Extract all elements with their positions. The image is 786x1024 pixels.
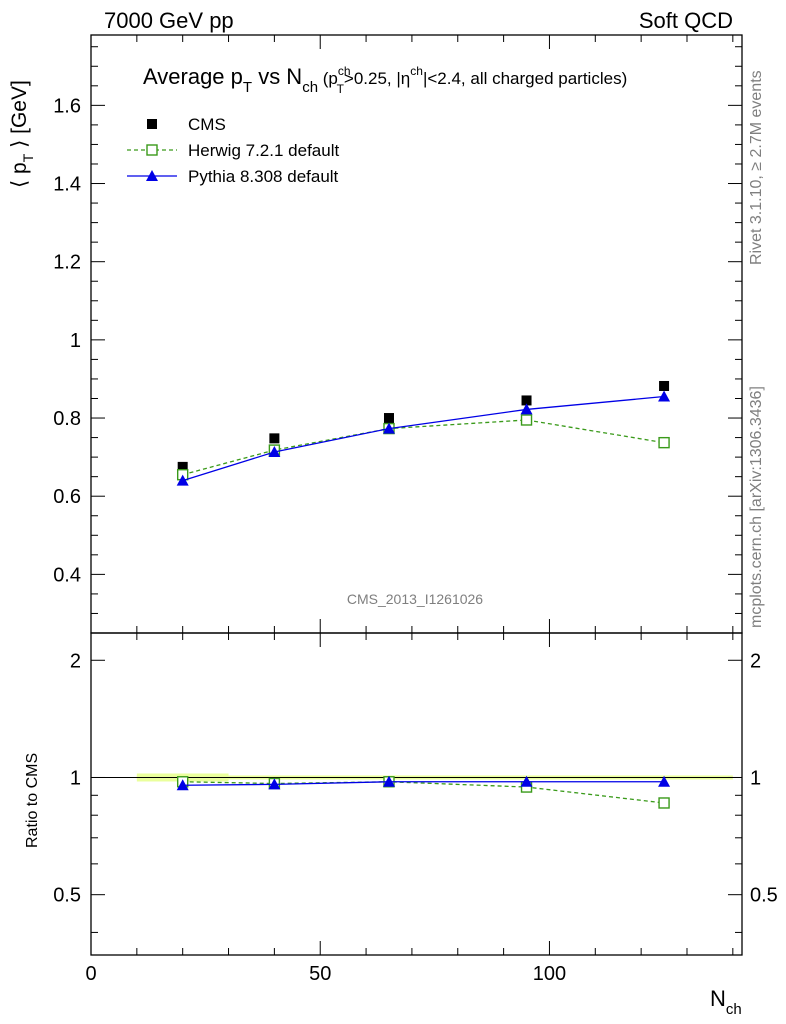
y-axis-label: ⟨ pT ⟩ [GeV] xyxy=(8,80,36,188)
legend: CMS Herwig 7.2.1 default Pythia 8.308 defa… xyxy=(127,115,339,186)
series-0-point xyxy=(383,413,394,424)
x-tick-label: 50 xyxy=(309,963,331,985)
x-tick-label: 0 xyxy=(85,963,96,985)
mcplots-label: mcplots.cern.ch [arXiv:1306.3436] xyxy=(748,386,765,628)
series-2-point xyxy=(520,403,533,415)
y-tick-label: 0.6 xyxy=(53,486,81,508)
ratio-tick-label: 2 xyxy=(70,650,81,672)
legend-label-1: Herwig 7.2.1 default xyxy=(188,141,339,160)
series-2-point xyxy=(382,422,395,434)
series-0-point xyxy=(659,380,670,391)
series-2-line xyxy=(182,395,665,482)
header-left: 7000 GeV pp xyxy=(104,8,234,33)
series-2-ratio-point xyxy=(520,775,533,787)
ratio-series-group xyxy=(176,775,671,809)
series-1-line xyxy=(182,419,665,476)
ratio-tick-label: 0.5 xyxy=(53,885,81,907)
ratio-tick-label-right: 0.5 xyxy=(750,885,778,907)
ratio-tick-label-right: 1 xyxy=(750,767,761,789)
ratio-y-axis-label: Ratio to CMS xyxy=(24,753,41,848)
x-axis-label: Nch xyxy=(710,986,742,1018)
legend-marker-2 xyxy=(146,170,158,181)
y-tick-label: 1.6 xyxy=(53,95,81,117)
series-0-point xyxy=(269,433,280,444)
chart-title: Average pT vs Nch (pch T>0.25, |ηch|<2.4,… xyxy=(143,64,627,96)
ratio-panel-frame xyxy=(90,632,743,956)
y-tick-label: 0.8 xyxy=(53,408,81,430)
axis-ticks xyxy=(90,35,742,955)
ratio-band-group xyxy=(91,773,742,782)
series-2-point xyxy=(176,474,189,486)
series-1-point xyxy=(520,414,533,426)
rivet-label: Rivet 3.1.10, ≥ 2.7M events xyxy=(748,70,765,265)
ratio-tick-label-right: 2 xyxy=(750,650,761,672)
series-1-ratio-point xyxy=(658,797,670,809)
series-2-ratio-point xyxy=(658,775,671,787)
series-2-ratio-point xyxy=(176,779,189,791)
series-0-point xyxy=(177,461,188,472)
legend-marker-0 xyxy=(147,119,157,129)
x-tick-label: 100 xyxy=(533,963,566,985)
series-0-point xyxy=(521,395,532,406)
y-tick-label: 0.4 xyxy=(53,564,81,586)
y-tick-label: 1.4 xyxy=(53,174,81,196)
legend-marker-1 xyxy=(146,144,158,156)
series-1-point xyxy=(658,436,670,449)
series-2-point xyxy=(658,390,671,402)
analysis-watermark: CMS_2013_I1261026 xyxy=(347,591,483,607)
y-tick-label: 1 xyxy=(70,330,81,352)
legend-label-0: CMS xyxy=(188,115,226,134)
series-2-point xyxy=(268,446,281,458)
series-2-ratio-point xyxy=(268,778,281,790)
main-series-group xyxy=(176,380,671,486)
y-tick-label: 1.2 xyxy=(53,252,81,274)
legend-label-2: Pythia 8.308 default xyxy=(188,167,339,186)
header-right: Soft QCD xyxy=(639,8,733,33)
series-2-ratio-point xyxy=(382,775,395,787)
ratio-tick-label: 1 xyxy=(70,767,81,789)
axis-tick-labels: 0 50 100 0.4 0.6 0.8 1 1.2 1.4 1.6 0.5 0.5 1 1 2 2 xyxy=(53,95,778,985)
